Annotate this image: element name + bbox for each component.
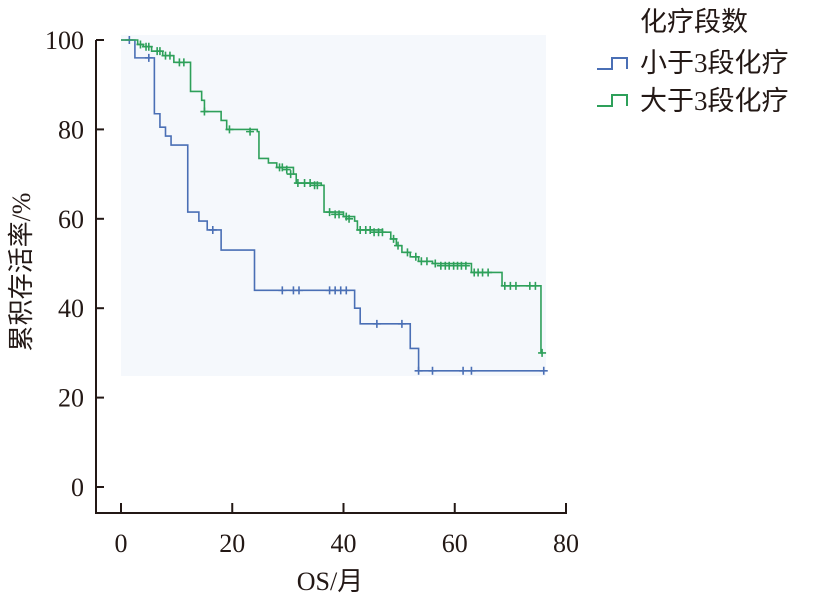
y-axis: 0 20 40 60 80 100 bbox=[45, 26, 104, 513]
censor-mark-icon bbox=[389, 234, 398, 243]
censor-mark-icon bbox=[144, 53, 153, 62]
censor-mark-icon bbox=[179, 58, 188, 67]
x-tick-label: 20 bbox=[219, 529, 245, 558]
censor-mark-icon bbox=[286, 170, 295, 179]
censor-mark-icon bbox=[539, 366, 548, 375]
censor-mark-icon bbox=[295, 286, 303, 295]
censor-mark-icon bbox=[155, 47, 164, 56]
censor-mark-icon bbox=[414, 366, 423, 375]
censor-mark-icon bbox=[165, 51, 174, 60]
y-axis-title: 累积存活率/% bbox=[7, 193, 36, 352]
censor-mark-icon bbox=[278, 163, 287, 172]
legend-item-lt3: 小于3段化疗 bbox=[597, 48, 789, 78]
censor-mark-icon bbox=[431, 259, 440, 268]
censor-mark-icon bbox=[467, 366, 476, 375]
legend-swatch-icon bbox=[597, 57, 628, 70]
censor-mark-icon bbox=[372, 319, 381, 328]
censor-mark-icon bbox=[394, 241, 403, 250]
x-tick-label: 0 bbox=[115, 529, 128, 558]
y-tick-label: 40 bbox=[58, 294, 84, 323]
legend-label: 大于3段化疗 bbox=[640, 86, 789, 116]
y-tick-label: 60 bbox=[58, 205, 84, 234]
survival-curve bbox=[121, 39, 544, 372]
censor-mark-icon bbox=[293, 179, 302, 188]
y-tick-label: 0 bbox=[71, 473, 84, 502]
y-tick-label: 20 bbox=[58, 384, 84, 413]
x-axis-title: OS/月 bbox=[297, 567, 363, 596]
legend-swatch-icon bbox=[597, 94, 628, 107]
censor-mark-icon bbox=[345, 214, 354, 223]
legend-item-gt3: 大于3段化疗 bbox=[597, 86, 789, 116]
legend-title: 化疗段数 bbox=[640, 7, 748, 37]
x-tick-label: 40 bbox=[331, 529, 357, 558]
censor-mark-icon bbox=[422, 257, 431, 266]
censor-mark-icon bbox=[335, 210, 344, 219]
censor-mark-icon bbox=[136, 40, 145, 49]
legend-label: 小于3段化疗 bbox=[640, 48, 789, 78]
x-axis: 0 20 40 60 80 bbox=[95, 503, 579, 558]
censor-mark-icon bbox=[246, 127, 255, 136]
censor-mark-icon bbox=[378, 228, 387, 237]
x-tick-label: 60 bbox=[442, 529, 468, 558]
censor-mark-icon bbox=[144, 42, 153, 51]
censor-mark-icon bbox=[461, 261, 470, 270]
censor-mark-icon bbox=[511, 281, 520, 290]
censor-mark-icon bbox=[200, 107, 209, 116]
censor-mark-icon bbox=[208, 225, 217, 234]
censor-mark-icon bbox=[538, 348, 547, 357]
series-gt3 bbox=[121, 39, 547, 357]
censor-mark-icon bbox=[325, 208, 334, 217]
censor-mark-icon bbox=[313, 181, 322, 190]
censor-mark-icon bbox=[306, 179, 315, 188]
y-tick-label: 100 bbox=[45, 26, 84, 55]
legend: 化疗段数 小于3段化疗 大于3段化疗 bbox=[597, 7, 789, 116]
censor-mark-icon bbox=[428, 366, 437, 375]
x-tick-label: 80 bbox=[553, 529, 579, 558]
censor-mark-icon bbox=[484, 268, 493, 277]
censor-mark-icon bbox=[278, 286, 287, 295]
censor-mark-icon bbox=[225, 125, 234, 134]
censor-mark-icon bbox=[459, 366, 468, 375]
censor-mark-icon bbox=[403, 248, 412, 257]
censor-mark-icon bbox=[397, 319, 406, 328]
series-layer bbox=[121, 36, 548, 375]
censor-mark-icon bbox=[531, 281, 540, 290]
y-tick-label: 80 bbox=[58, 115, 84, 144]
censor-mark-icon bbox=[282, 165, 291, 174]
censor-mark-icon bbox=[342, 286, 351, 295]
censor-mark-icon bbox=[411, 252, 420, 261]
plot-background bbox=[121, 35, 546, 376]
series-lt3 bbox=[121, 36, 548, 375]
